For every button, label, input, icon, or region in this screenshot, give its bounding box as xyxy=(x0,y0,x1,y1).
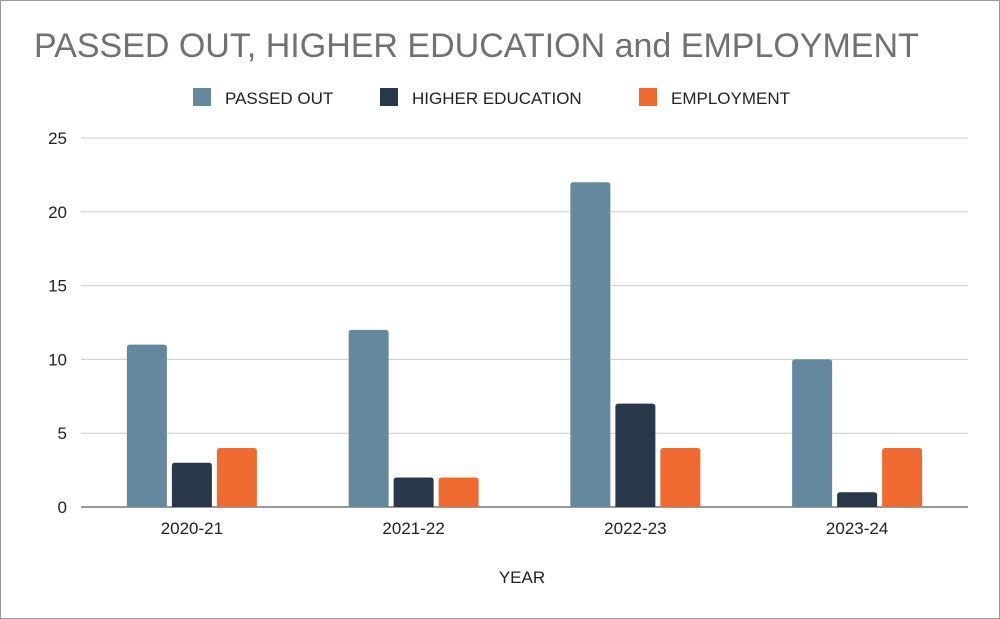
y-tick-label: 0 xyxy=(58,498,67,517)
legend-label: HIGHER EDUCATION xyxy=(412,89,582,108)
x-tick-label: 2021-22 xyxy=(382,519,444,538)
bar xyxy=(792,359,833,507)
bar xyxy=(348,329,389,507)
legend-swatch xyxy=(639,88,657,106)
bar xyxy=(171,462,212,507)
x-tick-label: 2022-23 xyxy=(604,519,666,538)
y-tick-label: 25 xyxy=(48,129,67,148)
bar xyxy=(615,403,656,507)
legend-swatch xyxy=(380,88,398,106)
bar xyxy=(837,492,878,507)
bar xyxy=(216,447,257,507)
y-tick-label: 15 xyxy=(48,277,67,296)
y-tick-label: 5 xyxy=(58,424,67,443)
bar xyxy=(660,447,701,507)
x-axis-title: YEAR xyxy=(499,568,545,587)
bar xyxy=(438,477,479,507)
y-tick-label: 20 xyxy=(48,203,67,222)
bar xyxy=(393,477,434,507)
legend-swatch xyxy=(193,88,211,106)
legend-label: PASSED OUT xyxy=(225,89,333,108)
x-tick-label: 2023-24 xyxy=(826,519,888,538)
bar xyxy=(570,182,611,507)
y-tick-label: 10 xyxy=(48,350,67,369)
x-tick-label: 2020-21 xyxy=(161,519,223,538)
chart-title: PASSED OUT, HIGHER EDUCATION and EMPLOYM… xyxy=(34,27,919,65)
legend-label: EMPLOYMENT xyxy=(671,89,790,108)
bar xyxy=(126,344,167,507)
bar xyxy=(882,447,923,507)
